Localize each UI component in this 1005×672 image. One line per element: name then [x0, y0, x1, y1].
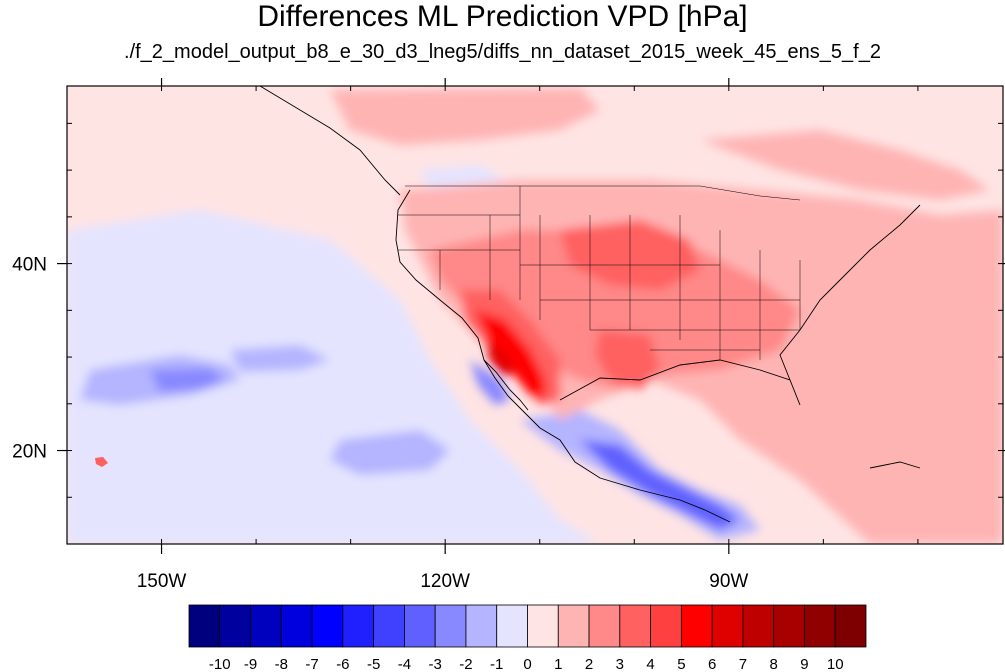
colorbar-label: -4: [398, 656, 411, 672]
colorbar-label: 5: [677, 656, 685, 672]
colorbar-swatch: [188, 604, 221, 648]
colorbar-label: -6: [336, 656, 349, 672]
colorbar-swatch: [496, 604, 528, 648]
colorbar-swatch: [250, 604, 282, 648]
colorbar-label: 6: [708, 656, 716, 672]
colorbar-label: -8: [275, 656, 288, 672]
colorbar-label: -7: [305, 656, 318, 672]
colorbar-swatch: [834, 604, 867, 648]
map-frame: [66, 85, 1004, 545]
colorbar-swatch: [527, 604, 559, 648]
colorbar-label: 7: [739, 656, 747, 672]
coastlines: [259, 86, 921, 523]
lat-tick-label: 40N: [12, 255, 47, 276]
colorbar-label: 9: [800, 656, 808, 672]
colorbar-swatch: [619, 604, 651, 648]
lat-tick-label: 20N: [12, 442, 47, 463]
colorbar-label: 0: [523, 656, 531, 672]
colorbar-label: -10: [209, 656, 231, 672]
colorbar-swatch: [404, 604, 436, 648]
colorbar-label: -1: [490, 656, 503, 672]
colorbar-swatch: [373, 604, 405, 648]
state-borders: [398, 185, 801, 360]
colorbar-swatch: [588, 604, 621, 648]
lon-tick-label: 150W: [137, 571, 187, 592]
colorbar-swatch: [219, 604, 251, 648]
colorbar-label: 1: [554, 656, 562, 672]
colorbar-label: 3: [616, 656, 624, 672]
colorbar-swatch: [742, 604, 775, 648]
colorbar-swatch: [680, 604, 713, 648]
colorbar-swatch: [311, 604, 344, 648]
map-subtitle: ./f_2_model_output_b8_e_30_d3_lneg5/diff…: [124, 41, 881, 63]
colorbar-swatch: [557, 604, 590, 648]
colorbar-label: -5: [367, 656, 380, 672]
colorbar-swatch: [465, 604, 498, 648]
lon-tick-label: 90W: [709, 571, 748, 592]
colorbar-label: 2: [585, 656, 593, 672]
vpd-difference-field: [67, 86, 1003, 544]
colorbar-swatch: [434, 604, 467, 648]
colorbar-swatch: [650, 604, 682, 648]
colorbar-swatch: [804, 604, 836, 648]
lon-tick-label: 120W: [420, 571, 470, 592]
colorbar-swatch: [711, 604, 744, 648]
colorbar-label: -3: [429, 656, 442, 672]
colorbar-label: 8: [770, 656, 778, 672]
colorbar-swatch: [773, 604, 805, 648]
map-title: Differences ML Prediction VPD [hPa]: [257, 0, 748, 33]
axis-ticks: 150W 120W 90W 40N 20N: [12, 78, 1005, 592]
colorbar-label: -9: [244, 656, 257, 672]
colorbar-swatch: [342, 604, 375, 648]
colorbar-label: 4: [646, 656, 654, 672]
colorbar-label: -2: [459, 656, 472, 672]
colorbar: -10 -9 -8 -7 -6 -5 -4 -3 -2 -1 0 1 2 3 4 5 6 7 8 9 10: [188, 604, 867, 672]
colorbar-label: 10: [827, 656, 844, 672]
colorbar-swatch: [280, 604, 313, 648]
